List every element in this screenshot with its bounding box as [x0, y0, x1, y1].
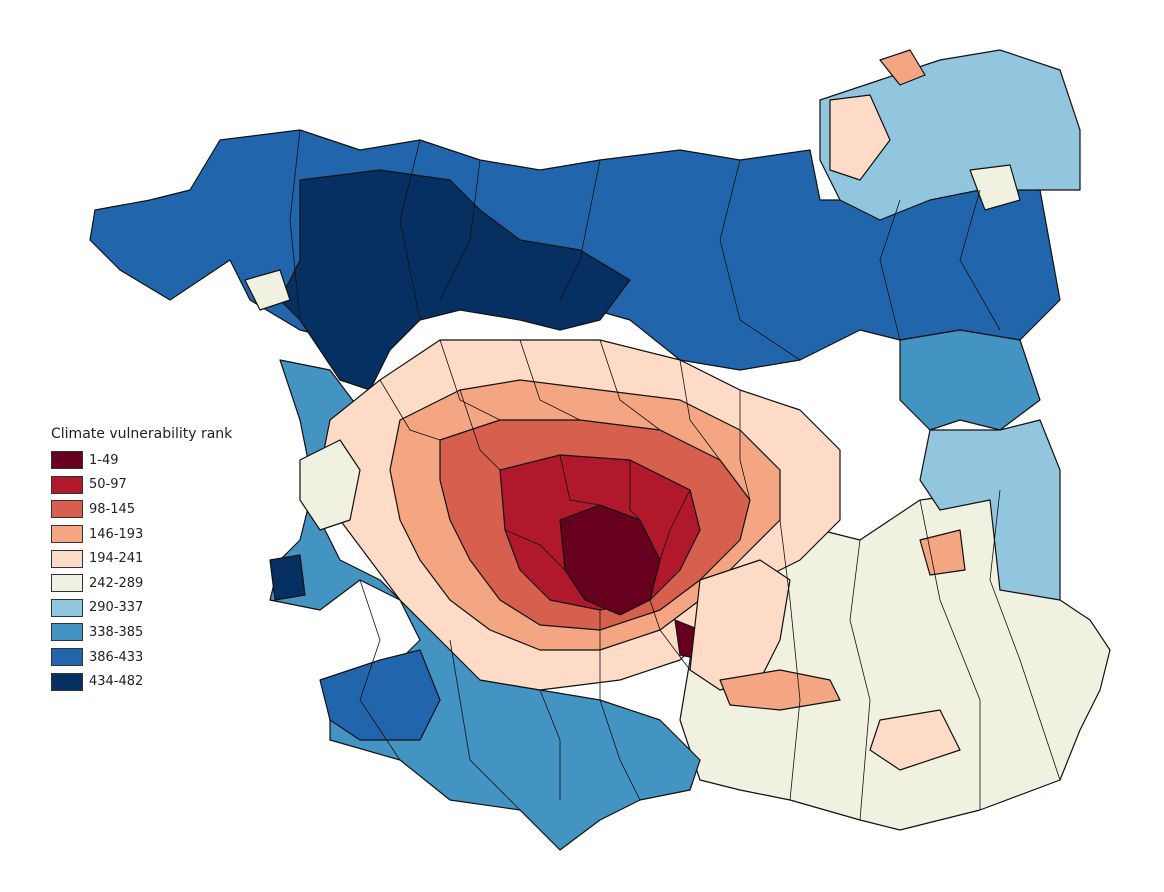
legend-swatch [51, 549, 83, 568]
legend-title: Climate vulnerability rank [51, 426, 233, 442]
legend-swatch [51, 648, 83, 667]
legend-item: 386-433 [51, 645, 232, 670]
legend-swatch [51, 500, 83, 519]
legend-label: 290-337 [89, 600, 144, 616]
legend-item: 98-145 [51, 497, 232, 522]
region-northeast-light [819, 49, 1081, 221]
legend-item: 338-385 [51, 620, 232, 645]
legend-rows: 1-49 50-97 98-145 146-193 194-241 242-28… [51, 448, 232, 694]
legend-item: 1-49 [51, 448, 232, 473]
legend-item: 290-337 [51, 596, 232, 621]
region-southeast-pink-2 [869, 709, 961, 771]
region-northwest-offwhite [244, 269, 291, 311]
legend-swatch [51, 451, 83, 470]
legend-label: 242-289 [89, 575, 144, 591]
legend-swatch [51, 475, 83, 494]
region-east-lightblue [919, 419, 1061, 601]
region-north-orange-spot [879, 49, 926, 86]
legend-swatch [51, 672, 83, 691]
legend-item: 434-482 [51, 669, 232, 694]
region-west-darkest [269, 554, 306, 601]
region-east-blue [899, 329, 1041, 431]
legend-item: 50-97 [51, 473, 232, 498]
legend-label: 386-433 [89, 649, 144, 665]
region-northeast-pink [829, 94, 891, 181]
region-pale-ring-offwhite [299, 439, 361, 531]
legend-swatch [51, 623, 83, 642]
legend-label: 1-49 [89, 452, 119, 468]
legend-label: 434-482 [89, 674, 144, 690]
legend-swatch [51, 598, 83, 617]
legend-label: 98-145 [89, 501, 136, 517]
region-southeast-orange [719, 669, 841, 711]
legend-item: 242-289 [51, 571, 232, 596]
legend-label: 338-385 [89, 624, 144, 640]
legend: Climate vulnerability rank 1-49 50-97 98… [51, 426, 232, 694]
region-north-offwhite [969, 164, 1021, 211]
legend-label: 146-193 [89, 526, 144, 542]
legend-label: 50-97 [89, 477, 127, 493]
legend-swatch [51, 525, 83, 544]
region-east-orange-spot [919, 529, 966, 576]
region-southwest-dark [319, 649, 441, 741]
legend-label: 194-241 [89, 551, 144, 567]
region-southeast-pink [689, 559, 791, 691]
map-regions [89, 49, 1111, 851]
legend-item: 146-193 [51, 522, 232, 547]
legend-item: 194-241 [51, 546, 232, 571]
legend-swatch [51, 574, 83, 593]
map-internal-boundaries [289, 129, 1061, 821]
region-northwest-darkest [279, 169, 631, 391]
